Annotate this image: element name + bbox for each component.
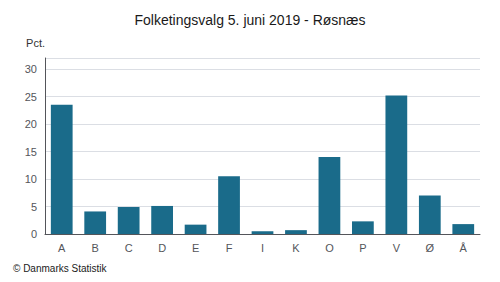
svg-text:O: O bbox=[325, 242, 334, 254]
svg-text:30: 30 bbox=[25, 63, 37, 75]
svg-text:F: F bbox=[226, 242, 233, 254]
svg-text:A: A bbox=[58, 242, 66, 254]
svg-text:Folketingsvalg 5. juni 2019 -: Folketingsvalg 5. juni 2019 - Røsnæs bbox=[134, 12, 365, 28]
svg-text:10: 10 bbox=[25, 173, 37, 185]
svg-text:C: C bbox=[125, 242, 133, 254]
svg-text:Ø: Ø bbox=[426, 242, 435, 254]
svg-text:Å: Å bbox=[460, 242, 468, 254]
svg-text:Pct.: Pct. bbox=[26, 37, 45, 49]
svg-text:15: 15 bbox=[25, 146, 37, 158]
svg-text:25: 25 bbox=[25, 91, 37, 103]
svg-text:20: 20 bbox=[25, 118, 37, 130]
svg-text:E: E bbox=[192, 242, 199, 254]
svg-text:5: 5 bbox=[31, 201, 37, 213]
svg-text:B: B bbox=[92, 242, 99, 254]
svg-text:V: V bbox=[393, 242, 401, 254]
svg-text:D: D bbox=[158, 242, 166, 254]
svg-text:P: P bbox=[359, 242, 366, 254]
svg-text:0: 0 bbox=[31, 228, 37, 240]
svg-text:© Danmarks Statistik: © Danmarks Statistik bbox=[13, 263, 108, 274]
svg-text:K: K bbox=[292, 242, 300, 254]
svg-text:I: I bbox=[261, 242, 264, 254]
